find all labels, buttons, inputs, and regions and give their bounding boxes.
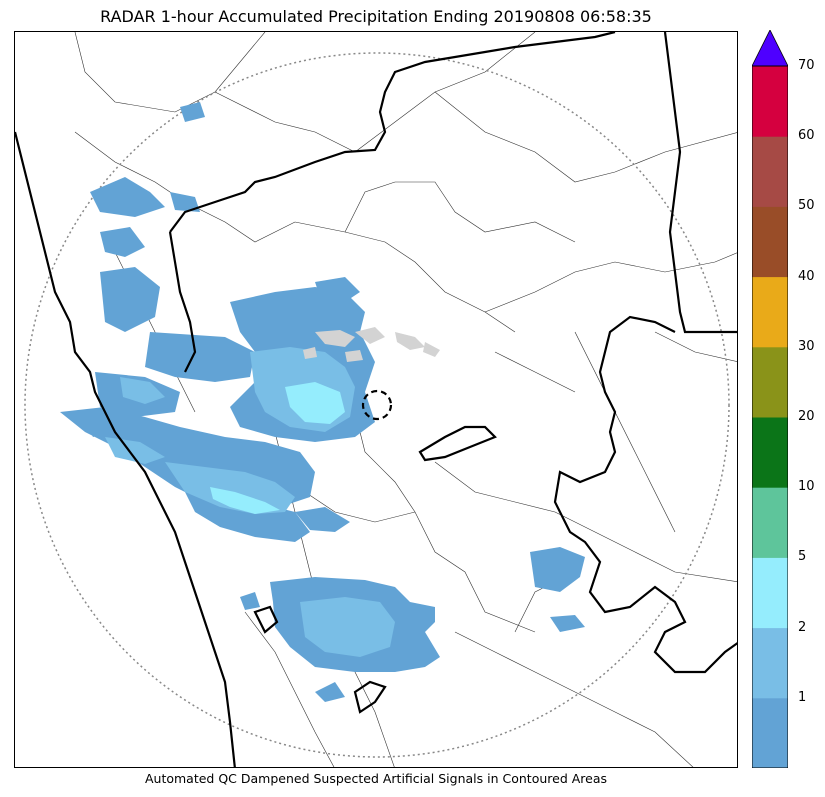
radar-site-marker — [361, 389, 393, 421]
colorbar-frame — [752, 65, 788, 768]
colorbar-segment — [752, 627, 788, 699]
colorbar-tick-label: 70 — [798, 58, 815, 73]
colorbar-segment — [752, 346, 788, 418]
precipitation-layer — [60, 102, 585, 702]
map-caption: Automated QC Dampened Suspected Artifici… — [144, 771, 608, 786]
range-ring — [24, 52, 730, 758]
colorbar-tick-label: 40 — [798, 268, 815, 284]
colorbar — [752, 30, 788, 768]
colorbar-segment — [752, 136, 788, 207]
colorbar-tick-label: 50 — [798, 198, 815, 214]
colorbar-tick-label: 20 — [798, 409, 815, 424]
colorbar-tick-label: 5 — [798, 549, 807, 565]
colorbar-tick-label: 2 — [798, 619, 807, 635]
colorbar-tick-label: 10 — [798, 479, 815, 495]
map-canvas — [15, 32, 737, 767]
state-boundaries — [15, 32, 737, 767]
colorbar-segment — [752, 417, 788, 488]
district-boundaries — [74, 32, 737, 767]
colorbar-tick-label: 1 — [798, 689, 807, 705]
colorbar-tick-label: 60 — [798, 128, 815, 144]
map-title: RADAR 1-hour Accumulated Precipitation E… — [100, 7, 652, 26]
colorbar-segments — [752, 66, 788, 768]
colorbar-extend-arrow — [752, 30, 788, 67]
colorbar-segment — [752, 697, 788, 768]
colorbar-segment — [752, 206, 788, 278]
colorbar-segment — [752, 276, 788, 348]
radar-map[interactable] — [14, 31, 738, 768]
colorbar-segment — [752, 487, 788, 558]
colorbar-tick-label: 30 — [798, 338, 815, 354]
colorbar-segment — [752, 557, 788, 629]
colorbar-segment — [752, 66, 788, 137]
